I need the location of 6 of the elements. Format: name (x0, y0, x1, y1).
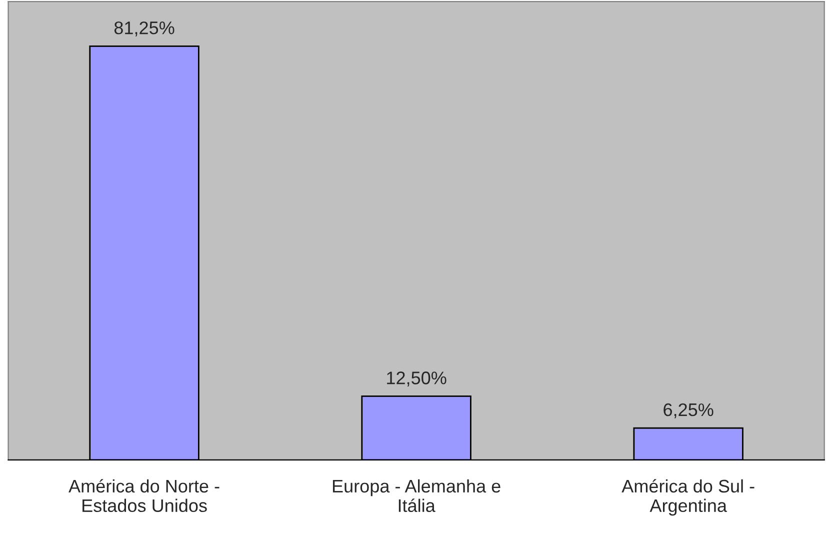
x-tick-label: América do Norte - Estados Unidos (68, 479, 220, 512)
data-label: 81,25% (114, 21, 174, 36)
data-label: 12,50% (387, 372, 446, 386)
data-label: 6,25% (664, 403, 714, 418)
x-tick-label: Europa - Alemanha e Itália (332, 479, 500, 512)
x-tick-label: América do Sul - Argentina (622, 479, 754, 516)
